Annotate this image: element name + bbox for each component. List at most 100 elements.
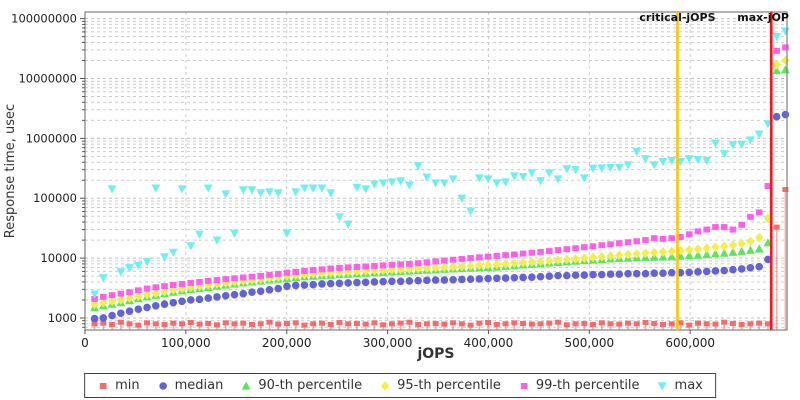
data-point-min: [764, 321, 771, 327]
data-point-90-th: [719, 248, 729, 257]
data-point-99-th: [353, 264, 361, 271]
data-point-95-th: [641, 248, 650, 258]
data-point-min: [712, 321, 719, 327]
data-point-99-th: [747, 213, 754, 220]
x-tick-label: 400,000: [464, 336, 514, 350]
data-point-max: [326, 189, 336, 198]
data-point-median: [755, 262, 763, 271]
data-point-99-th: [685, 231, 693, 238]
legend-label: min: [115, 378, 140, 393]
data-point-99-th: [537, 248, 544, 255]
data-point-99-th: [712, 224, 719, 231]
data-point-99-th: [274, 270, 282, 277]
data-point-median: [248, 288, 256, 296]
data-point-95-th: [728, 240, 738, 250]
data-point-max: [728, 141, 738, 150]
data-point-99-th: [484, 253, 492, 260]
data-point-99-th: [318, 266, 326, 273]
data-point-99-th: [764, 183, 772, 190]
data-point-95-th: [475, 260, 484, 271]
data-point-max: [606, 163, 615, 173]
data-point-median: [475, 275, 484, 283]
data-point-99-th: [782, 44, 789, 51]
data-point-median: [466, 275, 475, 283]
y-axis-title: Response time, usec: [3, 104, 18, 238]
data-point-99-th: [467, 255, 474, 262]
y-tick-label: 1000000: [26, 131, 77, 145]
data-point-99-th: [100, 293, 107, 300]
data-point-min: [432, 320, 439, 326]
data-point-median: [746, 263, 755, 272]
data-point-99-th: [449, 256, 457, 263]
data-point-median: [501, 274, 510, 282]
data-point-99-th: [598, 242, 606, 249]
data-point-99-th: [528, 249, 536, 256]
data-point-99-th: [371, 262, 378, 269]
data-point-max: [667, 156, 677, 166]
data-point-median: [134, 305, 143, 314]
data-point-95-th: [510, 258, 519, 269]
data-point-99-th: [344, 264, 352, 271]
data-point-max: [579, 174, 589, 183]
y-tick-label: 10000000: [18, 71, 77, 85]
legend-glyph: [520, 382, 528, 389]
data-point-median: [169, 298, 178, 307]
data-point-median: [256, 287, 265, 296]
data-point-95-th: [536, 256, 545, 267]
data-point-max: [308, 184, 318, 193]
data-point-median: [318, 280, 326, 288]
data-point-min: [222, 320, 229, 326]
x-tick-label: 500,000: [564, 336, 614, 350]
data-point-90-th: [746, 245, 755, 254]
data-point-max: [509, 172, 519, 181]
data-point-min: [152, 321, 159, 327]
data-point-median: [685, 268, 694, 277]
data-point-max: [466, 207, 476, 216]
data-point-99-th: [239, 274, 247, 281]
data-point-95-th: [720, 241, 729, 252]
data-point-max: [623, 161, 633, 170]
legend-label: median: [174, 378, 224, 393]
data-point-median: [650, 269, 659, 277]
data-point-min: [406, 319, 413, 325]
data-point-max: [151, 184, 161, 193]
data-point-max: [300, 184, 309, 193]
data-point-median: [178, 297, 186, 306]
data-point-95-th: [606, 251, 615, 261]
data-point-min: [703, 321, 710, 327]
legend-marker-circle-icon: [158, 381, 167, 390]
data-point-min: [502, 321, 509, 327]
legend: min median 90-th percentile 95-th percentil…: [84, 373, 716, 398]
data-point-max: [125, 264, 134, 273]
data-point-99-th: [720, 224, 728, 231]
legend-label: 99-th percentile: [535, 378, 640, 393]
data-point-median: [519, 273, 527, 282]
data-point-90-th: [693, 250, 703, 259]
data-point-min: [520, 320, 527, 326]
data-point-95-th: [466, 261, 475, 271]
data-point-90-th: [781, 65, 790, 74]
data-point-median: [160, 300, 169, 308]
data-point-99-th: [694, 228, 702, 235]
data-point-99-th: [738, 221, 745, 228]
data-point-99-th: [152, 284, 160, 291]
data-point-max: [439, 179, 449, 188]
data-point-99-th: [729, 226, 737, 233]
data-point-99-th: [677, 234, 684, 241]
data-point-99-th: [178, 280, 186, 287]
data-point-median: [230, 290, 239, 299]
data-point-max: [265, 188, 274, 197]
data-point-90-th: [684, 251, 694, 260]
data-point-min: [476, 320, 483, 326]
data-point-median: [694, 268, 702, 276]
series-min: [91, 186, 789, 330]
data-point-95-th: [754, 232, 764, 243]
data-point-median: [90, 314, 99, 323]
data-point-max: [361, 185, 371, 194]
data-point-max: [90, 290, 99, 299]
data-point-99-th: [292, 268, 300, 275]
data-point-max: [588, 164, 598, 173]
series-max: [90, 27, 790, 299]
data-point-99-th: [362, 263, 369, 270]
data-point-median: [641, 269, 650, 278]
